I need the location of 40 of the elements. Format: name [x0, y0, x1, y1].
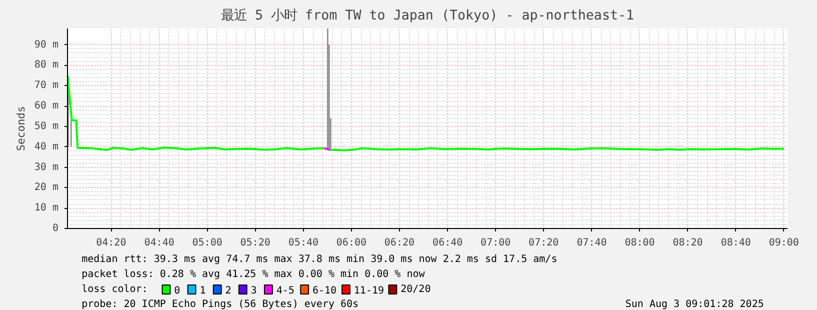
x-tick-label: 07:40 — [576, 238, 607, 248]
y-tick-label: 30 m — [34, 162, 59, 173]
legend-label: 20/20 — [400, 284, 431, 295]
y-tick-label: 10 m — [34, 202, 59, 214]
y-tick-label: 50 m — [34, 120, 59, 132]
text: median rtt: 39.3 ms avg 74.7 ms max 37.8 ms min 39.0 ms now 2.2 ms sd 17.5 am/s — [82, 254, 558, 265]
x-tick-label: 05:40 — [288, 238, 319, 248]
legend-label: 4-5 — [276, 286, 294, 296]
legend-label: 6-10 — [312, 286, 337, 296]
x-tick-label: 06:20 — [384, 238, 415, 248]
y-tick-label: 20 m — [34, 182, 59, 194]
x-tick-label: 05:00 — [192, 238, 222, 248]
x-tick-label: 06:40 — [432, 238, 463, 248]
x-tick-label: 04:20 — [96, 238, 126, 248]
legend-title: loss color: — [82, 284, 148, 295]
x-tick-label: 08:20 — [672, 238, 703, 248]
x-tick-label: 05:20 — [240, 238, 270, 248]
x-tick-label: 07:20 — [528, 238, 559, 248]
text: Sun Aug 3 09:01:28 2025 — [625, 299, 764, 310]
x-tick-label: 08:00 — [624, 238, 655, 248]
y-tick-label: 60 m — [34, 100, 59, 112]
y-tick-label: 0 — [52, 223, 59, 234]
legend-label: 1 — [200, 286, 206, 296]
text: probe: 20 ICMP Echo Pings (56 Bytes) every 60s — [82, 299, 359, 310]
x-tick-label: 07:00 — [480, 238, 511, 248]
y-tick-label: 40 m — [34, 141, 59, 152]
x-tick-label: 04:40 — [144, 238, 174, 248]
text: packet loss: 0.28 % avg 41.25 % max 0.00 % min 0.00 % now — [82, 269, 426, 280]
y-tick-label: 90 m — [34, 39, 59, 50]
legend-label: 0 — [174, 286, 180, 296]
legend-label: 3 — [250, 286, 257, 296]
x-tick-label: 08:40 — [720, 238, 751, 248]
x-tick-label: 09:00 — [768, 238, 799, 248]
y-tick-label: 70 m — [34, 80, 59, 92]
legend-label: 2 — [225, 286, 232, 296]
y-tick-label: 80 m — [34, 60, 59, 71]
legend-label: 11-19 — [354, 286, 384, 296]
x-tick-label: 06:00 — [336, 238, 367, 248]
chart-title: 最近 5 小时 from TW to Japan (Tokyo) - ap-northeast-1 — [220, 8, 634, 24]
y-axis-title: Seconds — [14, 106, 28, 151]
